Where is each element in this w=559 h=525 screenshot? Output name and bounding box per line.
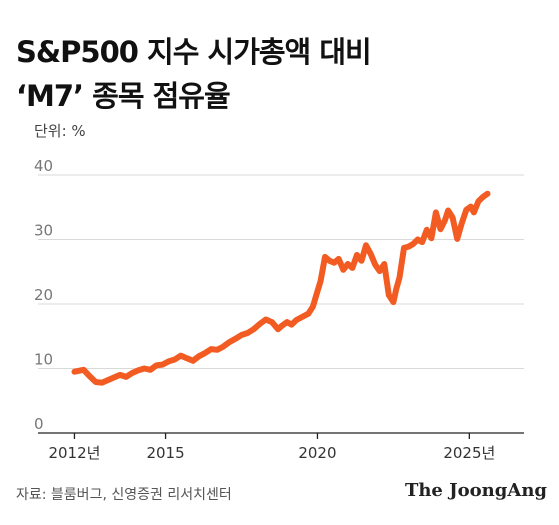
y-tick-label: 30: [34, 222, 53, 240]
y-tick-label: 0: [34, 415, 44, 433]
x-tick-label: 2020: [298, 444, 336, 462]
x-tick-label: 2015: [146, 444, 184, 462]
publisher-logo: The JoongAng: [404, 480, 547, 501]
m7-share-line: [71, 190, 491, 386]
x-tick-label: 2025년: [443, 444, 495, 462]
y-axis-ticks: 0 10 20 30 40: [34, 157, 53, 433]
y-tick-label: 10: [34, 351, 53, 369]
y-tick-label: 40: [34, 157, 53, 175]
x-axis-ticks: 2012년 2015 2020 2025년: [48, 433, 495, 462]
chart-title: S&P500 지수 시가총액 대비 ‘M7’ 종목 점유율: [16, 35, 372, 113]
source-note: 자료: 블룸버그, 신영증권 리서치센터: [16, 487, 232, 503]
grid-lines: [38, 174, 524, 369]
x-tick-label: 2012년: [48, 444, 100, 462]
y-tick-label: 20: [34, 286, 53, 304]
unit-label: 단위: %: [34, 122, 86, 140]
